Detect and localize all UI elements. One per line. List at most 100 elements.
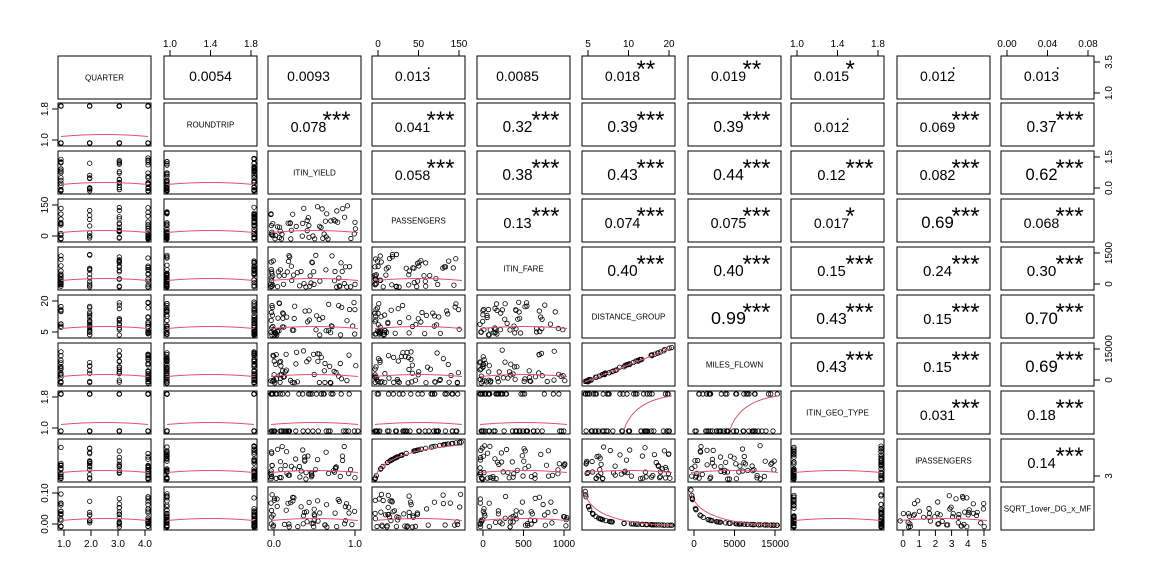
scatter-point <box>116 204 122 211</box>
scatter-point <box>145 494 151 500</box>
scatter-point <box>791 452 797 458</box>
scatter-point <box>251 216 257 222</box>
scatter-point <box>271 358 277 364</box>
scatter-point <box>307 283 313 289</box>
scatter-point <box>393 251 400 258</box>
correlation-value: 0.37 <box>1026 119 1056 136</box>
scatter-point <box>709 456 716 462</box>
scatter-point <box>590 391 597 397</box>
correlation-value: 0.18 <box>1027 408 1056 424</box>
scatter-point <box>164 272 170 278</box>
scatter-point <box>478 475 485 481</box>
scatter-point <box>300 220 306 226</box>
scatter-point <box>116 160 122 166</box>
scatter-point <box>518 509 524 515</box>
scatter-point <box>385 504 391 510</box>
scatter-point <box>280 281 287 287</box>
scatter-point <box>653 459 659 466</box>
smoother-line <box>270 326 359 329</box>
scatter-point <box>447 500 453 506</box>
tick-label: 1500 <box>1104 241 1115 264</box>
scatter-point <box>430 310 436 316</box>
scatter-point <box>536 351 542 358</box>
scatter-point <box>251 457 257 463</box>
panel-frame <box>57 390 152 435</box>
variable-label: ITIN_GEO_TYPE <box>806 409 869 418</box>
panel-frame <box>57 150 152 195</box>
scatter-point <box>725 476 731 482</box>
scatter-point <box>545 448 552 454</box>
scatter-point <box>713 428 720 434</box>
scatter-point <box>306 234 312 240</box>
scatter-point <box>733 391 740 397</box>
scatter-point <box>453 301 459 307</box>
scatter-point <box>290 272 297 278</box>
scatter-point <box>58 205 64 211</box>
panel-2-2: ITIN_YIELD <box>267 150 362 195</box>
scatter-point <box>499 347 505 353</box>
scatter-point <box>329 253 335 259</box>
scatter-point <box>332 218 338 224</box>
scatter-point <box>145 314 151 320</box>
scatter-point <box>486 332 492 338</box>
panel-8-7 <box>790 438 885 483</box>
scatter-point <box>422 330 428 337</box>
scatter-point <box>584 470 590 477</box>
scatter-point <box>58 352 64 359</box>
scatter-point <box>58 216 64 222</box>
scatter-point <box>278 474 284 481</box>
smoother-line <box>270 278 359 281</box>
scatter-point <box>251 164 257 170</box>
panel-7-7: ITIN_GEO_TYPE <box>790 390 885 435</box>
scatter-point <box>58 187 64 193</box>
scatter-point <box>517 330 524 336</box>
scatter-point <box>422 428 428 434</box>
scatter-point <box>668 344 675 351</box>
scatter-point <box>311 281 317 287</box>
scatter-point <box>480 354 486 360</box>
tick-label: 1.8 <box>871 39 885 50</box>
scatter-point <box>583 428 589 434</box>
scatter-point <box>511 471 517 477</box>
scatter-point <box>145 496 151 502</box>
panel-frame <box>896 246 991 291</box>
scatter-point <box>87 267 93 273</box>
panel-frame <box>581 246 676 291</box>
scatter-point <box>627 447 633 453</box>
correlation-value: 0.15 <box>923 360 951 376</box>
significance-stars: *** <box>743 203 771 230</box>
panel-1-6: 0.39*** <box>687 102 782 147</box>
scatter-point <box>480 364 486 370</box>
scatter-point <box>145 456 151 462</box>
scatter-point <box>609 369 615 375</box>
scatter-point <box>761 473 768 479</box>
smoother-line <box>60 230 149 233</box>
correlation-value: 0.14 <box>1027 456 1055 472</box>
significance-stars: *** <box>427 155 455 182</box>
significance-stars: *** <box>1056 299 1084 326</box>
scatter-point <box>478 447 484 453</box>
scatter-point <box>87 370 93 376</box>
scatter-point <box>116 448 122 454</box>
tick-label: 4 <box>965 539 971 550</box>
scatter-point <box>530 428 537 434</box>
scatter-point <box>389 251 396 258</box>
panel-1-2: 0.078*** <box>267 102 362 147</box>
scatter-point <box>352 219 358 225</box>
scatter-point <box>431 499 437 505</box>
scatter-point <box>164 523 170 529</box>
panel-3-9: 0.068*** <box>1000 198 1095 243</box>
scatter-point <box>336 283 342 289</box>
scatter-point <box>768 461 774 467</box>
smoother-line <box>270 230 359 233</box>
scatter-point <box>521 446 527 452</box>
scatter-point <box>342 503 348 510</box>
scatter-point <box>956 514 962 521</box>
scatter-point <box>752 428 758 434</box>
scatter-point <box>504 320 510 326</box>
scatter-point <box>623 457 630 463</box>
scatter-point <box>274 284 281 290</box>
scatter-point <box>87 212 93 218</box>
scatter-point <box>300 348 307 354</box>
scatter-point <box>251 305 257 312</box>
